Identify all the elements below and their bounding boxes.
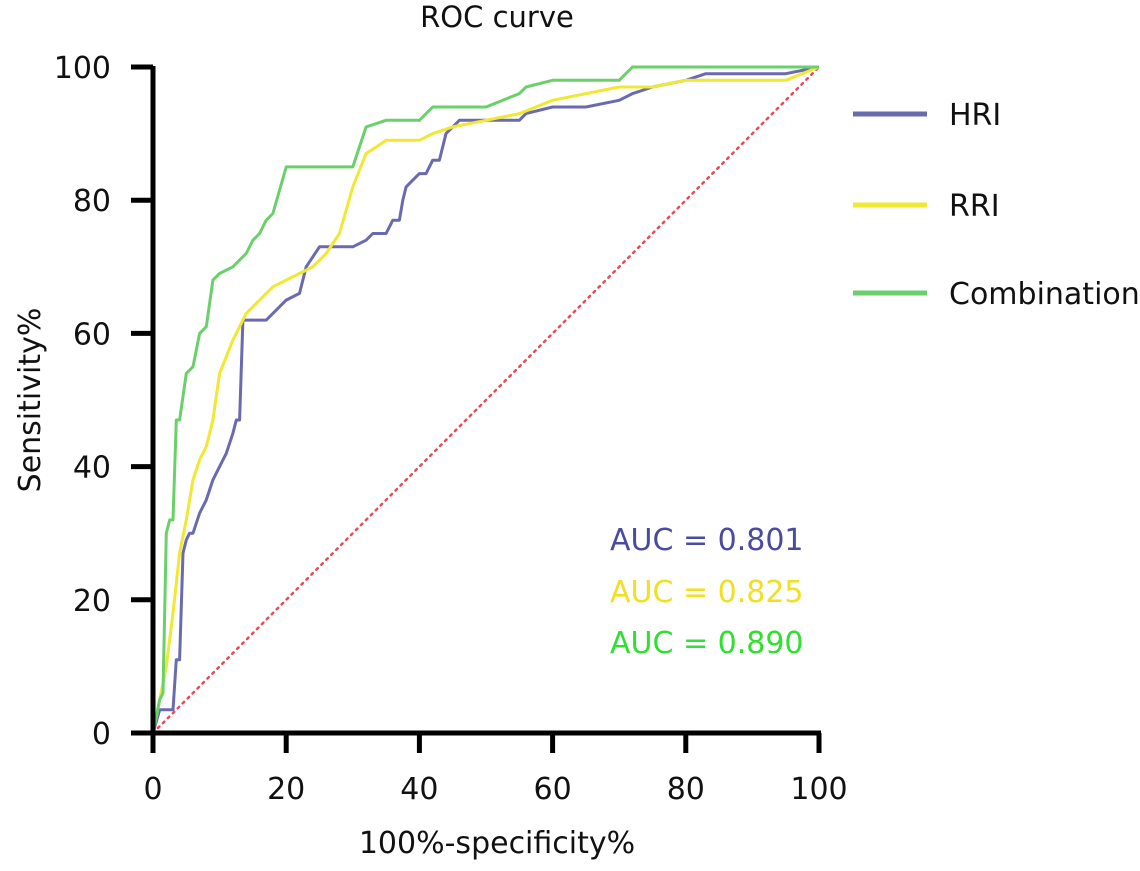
y-tick-label: 60 (73, 317, 111, 352)
y-tick-label: 0 (92, 717, 111, 752)
auc-label-combination: AUC = 0.890 (610, 626, 804, 661)
x-tick-label: 100 (790, 772, 847, 807)
auc-label-rri: AUC = 0.825 (610, 575, 804, 610)
auc-label-hri: AUC = 0.801 (610, 523, 804, 558)
x-tick-label: 40 (400, 772, 438, 807)
axes: 0 20 40 60 80 100 0 20 40 60 80 100 (54, 51, 848, 807)
y-tick-label: 20 (73, 584, 111, 619)
plot-area (151, 65, 821, 735)
legend-label-hri: HRI (949, 98, 1001, 133)
x-tick-label: 20 (267, 772, 305, 807)
series-line-rri (151, 65, 820, 734)
legend-label-combination: Combination (949, 277, 1140, 312)
series-line-combination (151, 65, 819, 734)
reference-diagonal-line (151, 65, 821, 735)
x-tick-label: 60 (534, 772, 572, 807)
x-axis-label: 100%-specificity% (359, 826, 635, 861)
legend-label-rri: RRI (949, 189, 1000, 224)
chart-title: ROC curve (420, 0, 574, 34)
y-tick-label: 100 (54, 51, 111, 86)
y-tick-label: 40 (73, 451, 111, 486)
legend: HRI RRI Combination (853, 98, 1140, 312)
y-tick-label: 80 (73, 184, 111, 219)
x-tick-label: 0 (143, 772, 162, 807)
auc-annotations: AUC = 0.801 AUC = 0.825 AUC = 0.890 (610, 523, 804, 661)
y-axis-label: Sensitivity% (13, 308, 48, 493)
series-line-hri (151, 65, 820, 734)
x-tick-label: 80 (667, 772, 705, 807)
